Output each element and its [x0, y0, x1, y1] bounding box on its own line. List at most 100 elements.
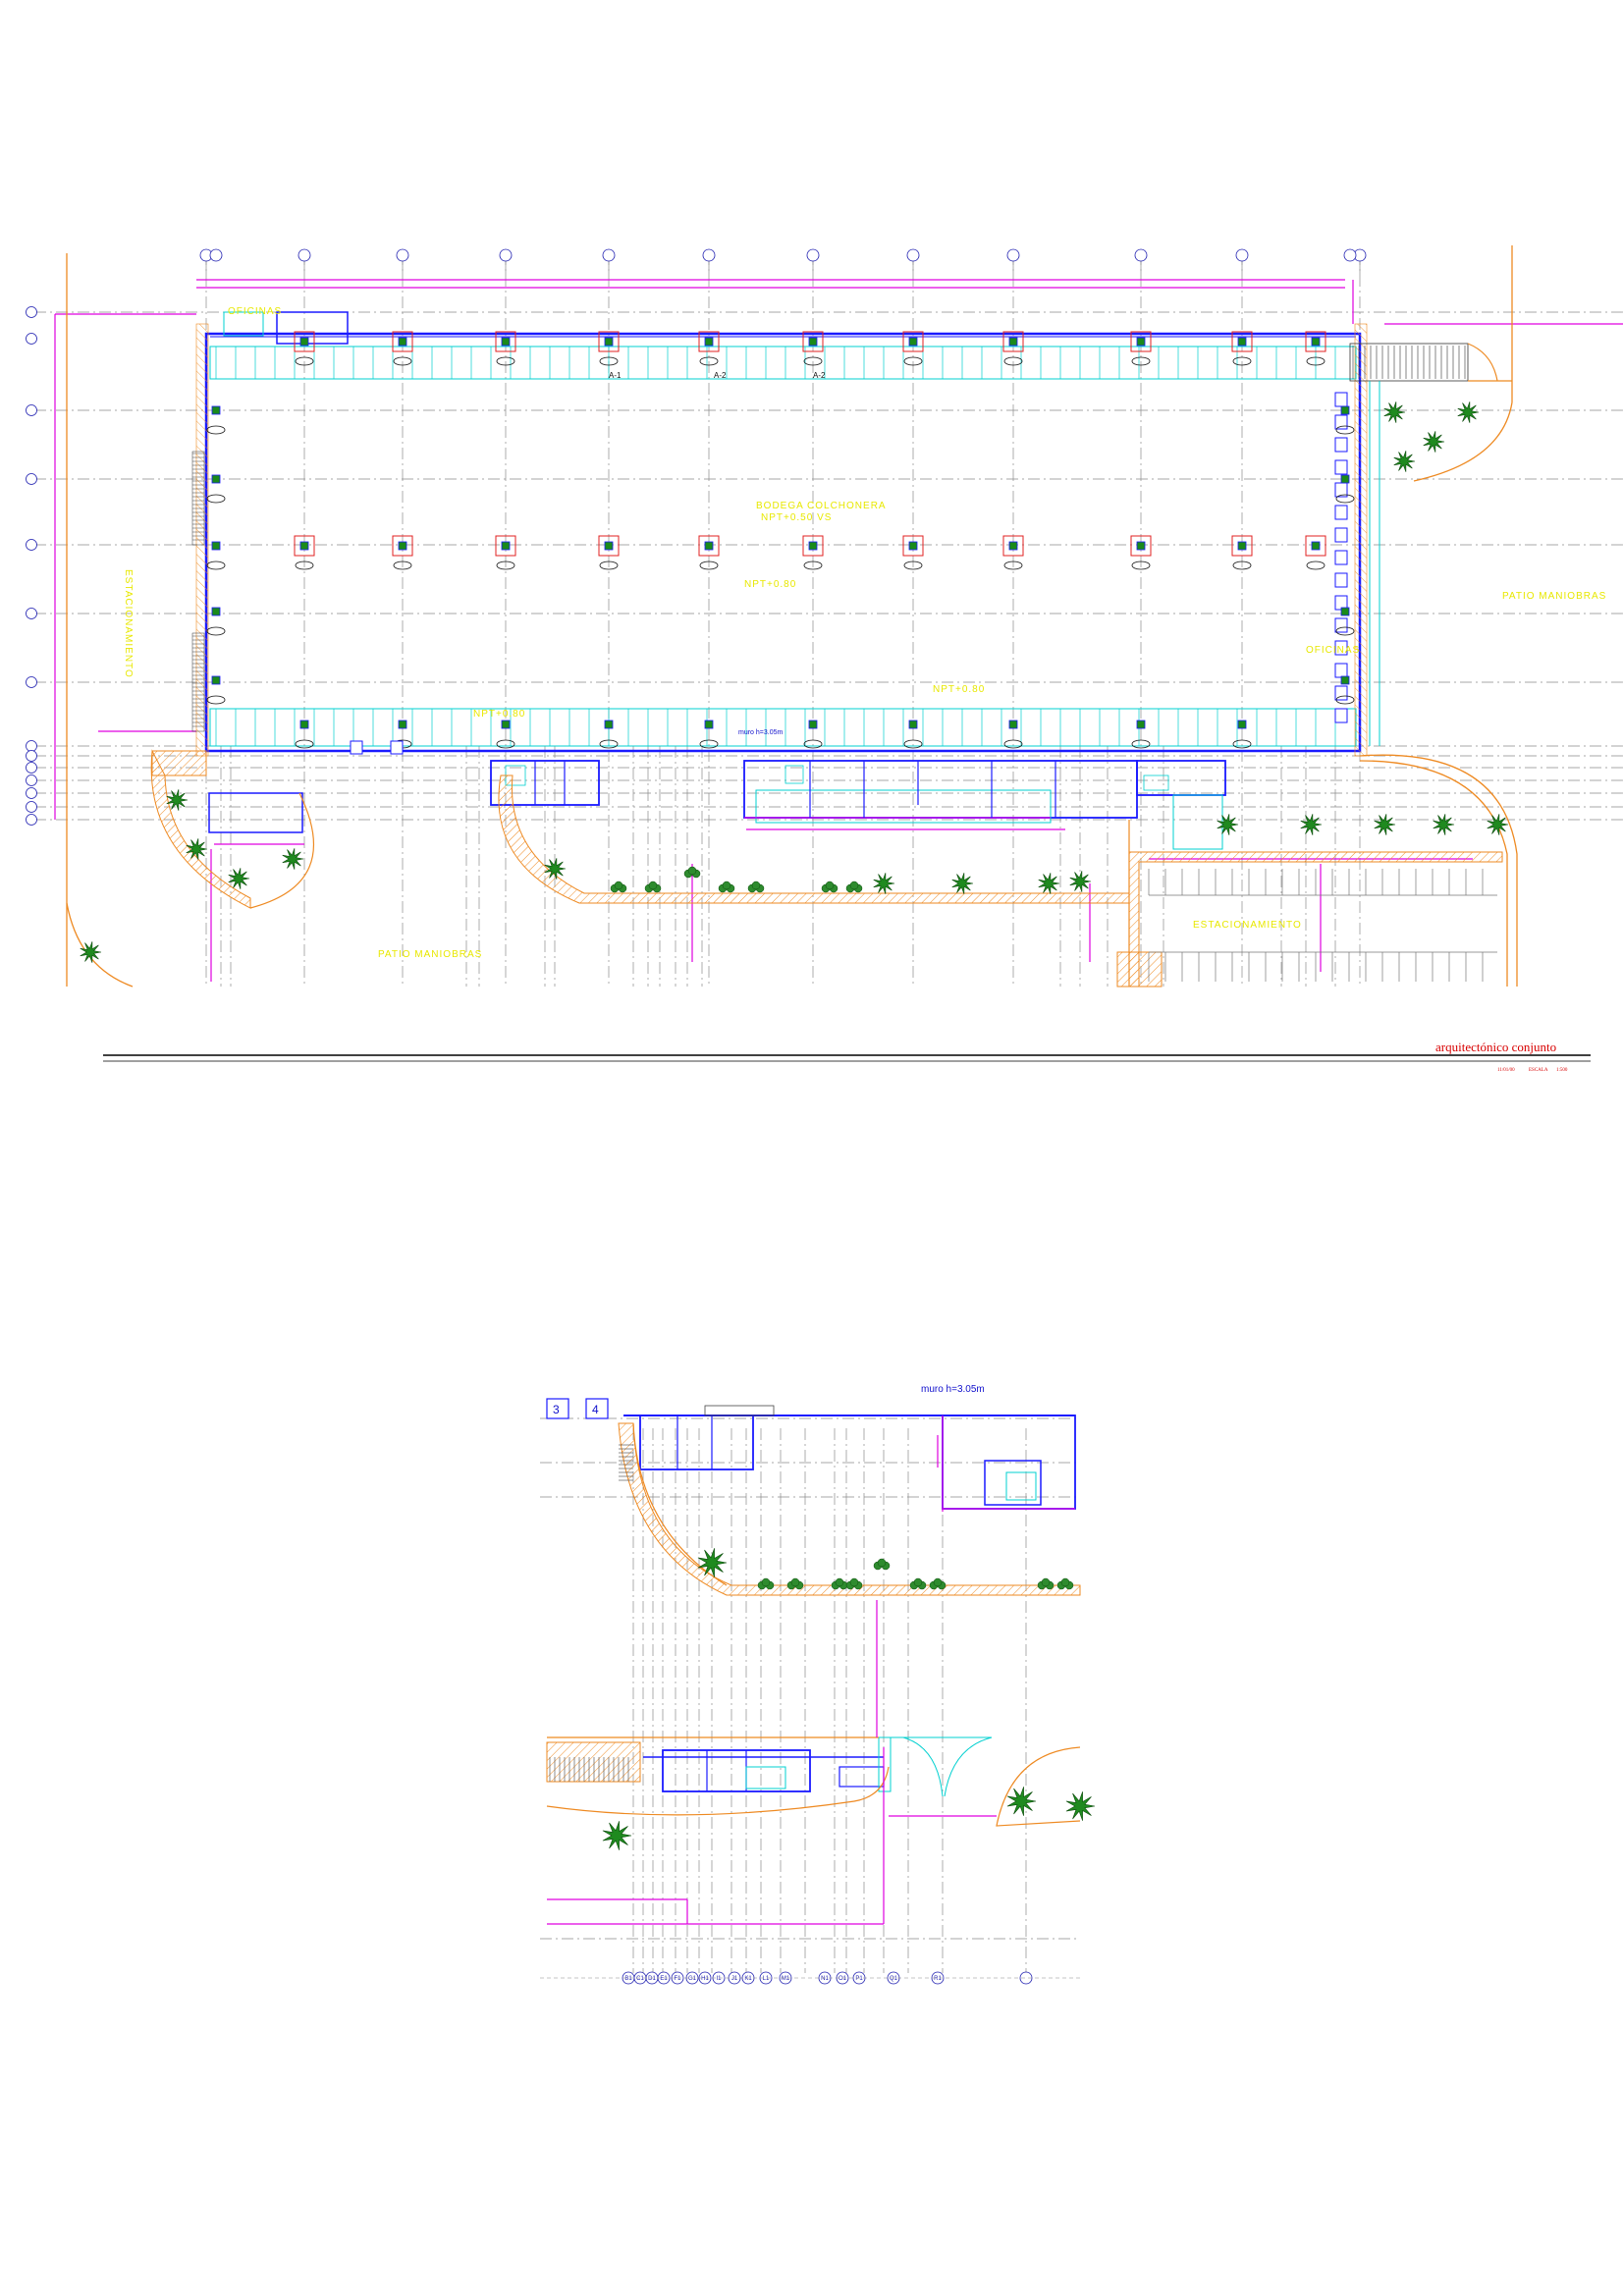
- axis-bubble: [26, 740, 37, 752]
- column-box: [495, 535, 516, 557]
- detail-grid-vertical: [632, 1428, 1027, 1973]
- section-markers: [350, 740, 404, 755]
- column: [802, 535, 824, 570]
- column: [496, 720, 515, 749]
- tree-icon: [1423, 431, 1445, 453]
- footing: [393, 561, 412, 570]
- axis-bubble-label: M1: [782, 1976, 790, 1982]
- tree-canopy: [951, 873, 974, 894]
- tree-icon: [1433, 814, 1455, 835]
- footing: [699, 561, 719, 570]
- column-core: [211, 474, 221, 484]
- shrub-icon: [821, 881, 839, 893]
- axis-bubble: [26, 539, 37, 551]
- columns: [206, 331, 1355, 749]
- tree-icon: [186, 838, 208, 860]
- dock-cell: [1334, 414, 1348, 430]
- column-box: [698, 535, 720, 557]
- axis-bubble: [602, 248, 616, 262]
- column-box: [902, 535, 924, 557]
- column-box: [1002, 331, 1024, 352]
- right-side-label: PATIO MANIOBRAS: [1502, 591, 1606, 602]
- column-core: [1311, 541, 1321, 551]
- column-core: [211, 675, 221, 685]
- column-box: [802, 535, 824, 557]
- tree-canopy: [697, 1548, 728, 1577]
- column-core: [211, 405, 221, 415]
- axis-bubble: [906, 248, 920, 262]
- axis-bubble: [26, 801, 37, 813]
- footing: [1131, 739, 1151, 749]
- shrub-lobe: [761, 1577, 771, 1587]
- shrub-icon: [929, 1577, 947, 1590]
- axis-bubble-label: G1: [688, 1976, 697, 1982]
- column: [392, 331, 413, 366]
- column-core: [808, 541, 818, 551]
- axis-bubble-label: D1: [648, 1976, 656, 1982]
- tree-icon: [1065, 1791, 1096, 1821]
- axis-bubble-label: I1: [716, 1976, 722, 1982]
- bottom-right-label: ESTACIONAMIENTO: [1193, 920, 1302, 931]
- level-label-2: NPT+0.80: [933, 684, 985, 695]
- axis-bubble-label: O1: [839, 1976, 847, 1982]
- dock-cell: [1334, 459, 1348, 475]
- shrub-lobe: [877, 1558, 887, 1568]
- column-core: [1008, 720, 1018, 729]
- dock-cell: [1334, 640, 1348, 656]
- main-hall-sublabel: NPT+0.50 VS: [761, 512, 832, 523]
- footing: [803, 739, 823, 749]
- column: [1335, 405, 1355, 435]
- left-side-label: ESTACIONAMIENTO: [123, 569, 134, 678]
- shrub-icon: [610, 881, 627, 893]
- shrub-lobe: [849, 1577, 859, 1587]
- axis-bubble-label: Q1: [890, 1976, 898, 1982]
- footing: [1003, 356, 1023, 366]
- detail-planters: [546, 1422, 1081, 1783]
- dock-cell: [1334, 685, 1348, 701]
- dock-cell: [1334, 527, 1348, 543]
- axis-bubble: [298, 248, 311, 262]
- marker-4-box: [585, 1398, 609, 1419]
- shrub-lobe: [648, 881, 658, 890]
- tree-icon: [1217, 814, 1239, 835]
- shrub-lobe: [722, 881, 731, 890]
- sheet-date: 11/01/00: [1497, 1068, 1515, 1073]
- south-offices: [208, 750, 1226, 850]
- column-core: [1340, 405, 1350, 415]
- column-core: [908, 720, 918, 729]
- column: [495, 331, 516, 366]
- column: [1305, 535, 1326, 570]
- shrub-icon: [757, 1577, 775, 1590]
- tree-icon: [873, 873, 895, 894]
- column-box: [495, 331, 516, 352]
- shrub-icon: [873, 1558, 891, 1571]
- upper-left-office-label: OFICINAS: [228, 306, 282, 317]
- upper-left-office: [223, 311, 349, 345]
- footing: [496, 739, 515, 749]
- column: [599, 720, 619, 749]
- column-core: [398, 720, 407, 729]
- column-core: [704, 337, 714, 347]
- dock-cell: [1334, 663, 1348, 678]
- column-core: [1340, 607, 1350, 616]
- shrubs: [610, 866, 863, 893]
- tree-canopy: [1217, 814, 1239, 835]
- tree-canopy: [1038, 873, 1060, 894]
- tree-icon: [1457, 401, 1480, 423]
- column-core: [908, 541, 918, 551]
- grid-horizontal-lines: [34, 311, 1623, 821]
- shrub-lobe: [790, 1577, 800, 1587]
- axis-bubble-label: N1: [821, 1976, 829, 1982]
- axis-bubble: [26, 608, 37, 619]
- footing: [699, 356, 719, 366]
- tree-canopy: [1457, 401, 1480, 423]
- column-box: [598, 535, 620, 557]
- footing: [1335, 494, 1355, 504]
- upper-plan: BODEGA COLCHONERA NPT+0.50 VS NPT+0.80 N…: [26, 245, 1623, 988]
- axis-bubble-label: F1: [674, 1976, 681, 1982]
- tree-icon: [166, 789, 189, 811]
- column-box: [802, 331, 824, 352]
- tree-icon: [1374, 814, 1396, 835]
- detail-wall-note: muro h=3.05m: [921, 1384, 985, 1395]
- footing: [903, 739, 923, 749]
